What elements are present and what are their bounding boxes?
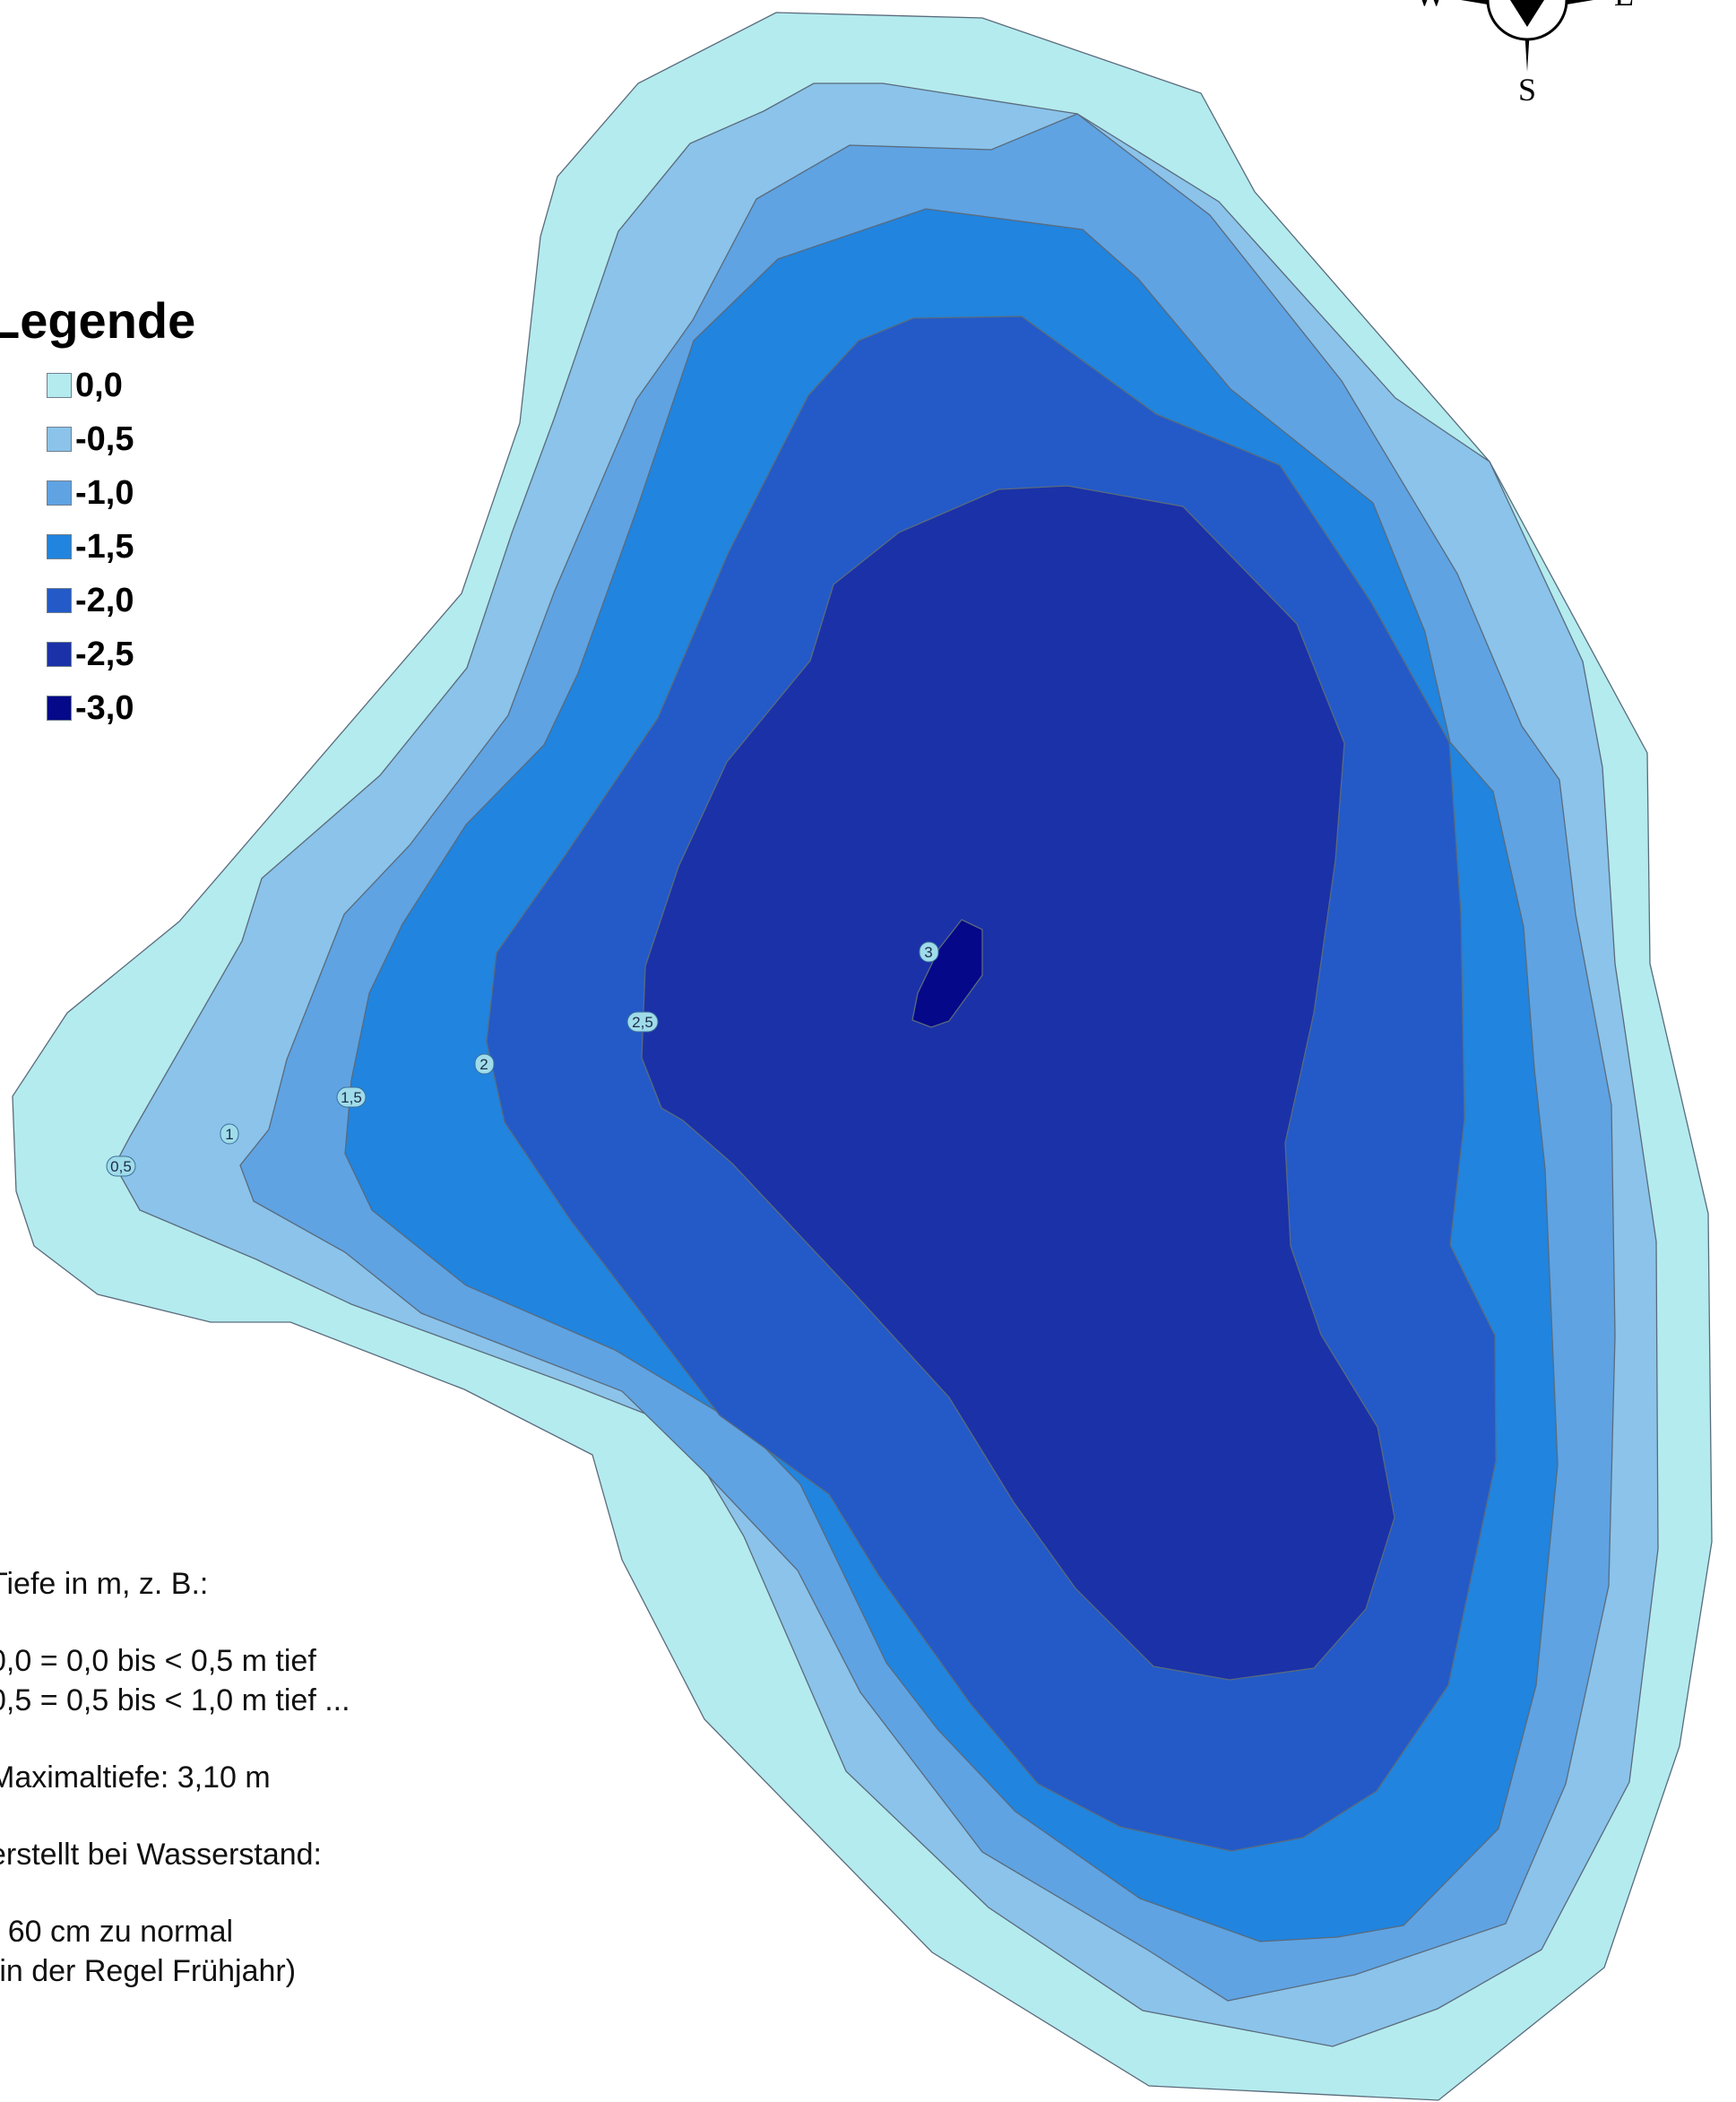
notes-water-level-value: - 60 cm zu normal (0, 1915, 234, 1949)
legend-swatch (47, 696, 72, 721)
legend-label: -1,5 (75, 527, 134, 566)
notes-example-0: 0,0 = 0,0 bis < 0,5 m tief (0, 1644, 316, 1678)
notes-water-level-title: erstellt bei Wasserstand: (0, 1838, 322, 1872)
legend-item: -1,0 (0, 466, 195, 520)
svg-text:2: 2 (479, 1056, 488, 1073)
legend-label: -1,0 (75, 473, 134, 512)
notes-depth-unit: Tiefe in m, z. B.: (0, 1567, 209, 1601)
compass-west-label: W (1415, 0, 1446, 13)
contour-label-2: 2 (474, 1053, 495, 1075)
notes-water-level-season: (in der Regel Frühjahr) (0, 1954, 297, 1988)
depth-notes: Tiefe in m, z. B.: 0,0 = 0,0 bis < 0,5 m… (0, 1564, 350, 1991)
svg-text:1: 1 (225, 1126, 233, 1143)
legend-label: -2,0 (75, 581, 134, 619)
legend: Legende 0,0 -0,5 -1,0 -1,5 -2,0 -2,5 -3,… (0, 296, 195, 735)
legend-swatch (47, 534, 72, 559)
legend-swatch (47, 373, 72, 398)
legend-item: -3,0 (0, 681, 195, 735)
svg-text:3: 3 (924, 944, 932, 961)
compass-rose: W E S (1415, 0, 1634, 108)
legend-item: -2,5 (0, 627, 195, 681)
compass-south-label: S (1518, 72, 1536, 108)
compass-center (1510, 0, 1544, 27)
legend-item: -0,5 (0, 412, 195, 466)
legend-swatch (47, 588, 72, 613)
legend-swatch (47, 480, 72, 506)
depth-zones (12, 12, 1713, 2101)
svg-text:1,5: 1,5 (341, 1089, 362, 1106)
contour-label-0-5: 0,5 (106, 1155, 136, 1177)
legend-label: -3,0 (75, 688, 134, 727)
svg-text:2,5: 2,5 (632, 1014, 653, 1031)
legend-swatch (47, 427, 72, 452)
contour-label-1-5: 1,5 (336, 1086, 367, 1108)
legend-title: Legende (0, 292, 196, 349)
contour-label-2-5: 2,5 (626, 1011, 659, 1033)
legend-label: -2,5 (75, 635, 134, 673)
notes-example-0-5: 0,5 = 0,5 bis < 1,0 m tief ... (0, 1683, 350, 1717)
compass-east-label: E (1614, 0, 1634, 13)
depth-zone-3-0 (911, 919, 983, 1028)
depth-zone-2-5 (641, 485, 1395, 1681)
legend-swatch (47, 642, 72, 667)
contour-label-3: 3 (919, 941, 939, 963)
legend-item: 0,0 (0, 359, 195, 412)
legend-label: 0,0 (75, 366, 123, 404)
svg-text:0,5: 0,5 (110, 1158, 132, 1175)
notes-max-depth: Maximaltiefe: 3,10 m (0, 1760, 271, 1795)
contour-labels: 0,5 1 1,5 2 2,5 3 (106, 941, 939, 1177)
legend-item: -1,5 (0, 520, 195, 574)
legend-label: -0,5 (75, 420, 134, 458)
legend-item: -2,0 (0, 574, 195, 627)
contour-label-1: 1 (220, 1123, 239, 1145)
